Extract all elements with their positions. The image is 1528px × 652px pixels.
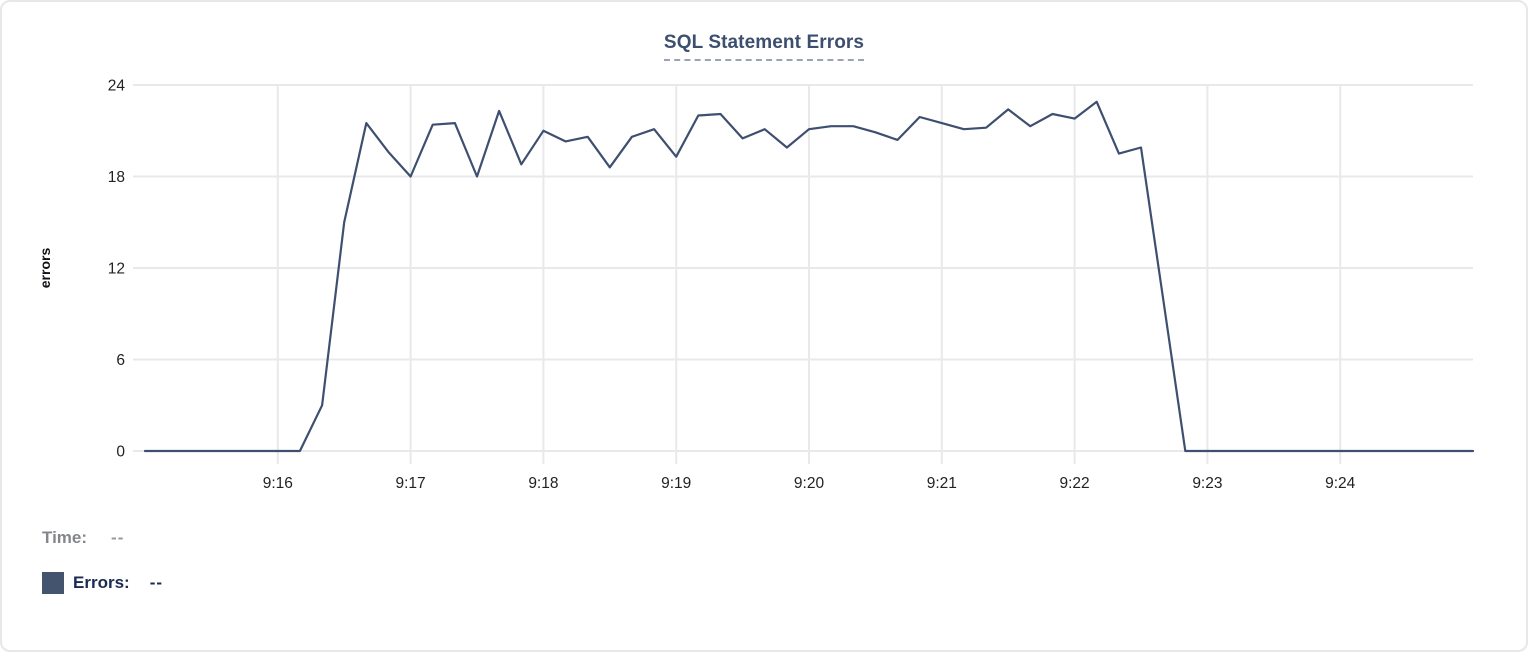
svg-text:0: 0 (116, 444, 125, 461)
svg-text:9:22: 9:22 (1060, 475, 1090, 492)
time-label: Time: (42, 528, 88, 547)
svg-text:24: 24 (108, 78, 126, 95)
svg-text:9:16: 9:16 (263, 475, 293, 492)
errors-label: Errors: (73, 573, 130, 592)
chart-header: SQL Statement Errors (2, 32, 1526, 61)
svg-text:6: 6 (116, 352, 125, 369)
time-value: -- (111, 528, 125, 547)
svg-text:12: 12 (108, 261, 125, 278)
errors-legend-swatch-icon (42, 572, 64, 594)
errors-line-chart[interactable]: 0 6 12 18 24 9:16 9:17 9:18 9:19 9:20 9:21 9:22 9:23… (2, 2, 1528, 514)
svg-text:9:20: 9:20 (794, 475, 825, 492)
hover-readout-time: Time: -- (42, 528, 124, 548)
svg-text:9:24: 9:24 (1325, 475, 1356, 492)
hover-readout-errors: Errors: -- (42, 572, 163, 594)
svg-text:9:17: 9:17 (396, 475, 426, 492)
svg-text:9:23: 9:23 (1192, 475, 1222, 492)
svg-text:errors: errors (37, 248, 53, 289)
svg-text:9:18: 9:18 (528, 475, 558, 492)
svg-text:9:19: 9:19 (661, 475, 691, 492)
svg-text:9:21: 9:21 (927, 475, 957, 492)
chart-title[interactable]: SQL Statement Errors (663, 32, 865, 61)
svg-text:18: 18 (108, 169, 125, 186)
errors-value: -- (149, 573, 164, 592)
